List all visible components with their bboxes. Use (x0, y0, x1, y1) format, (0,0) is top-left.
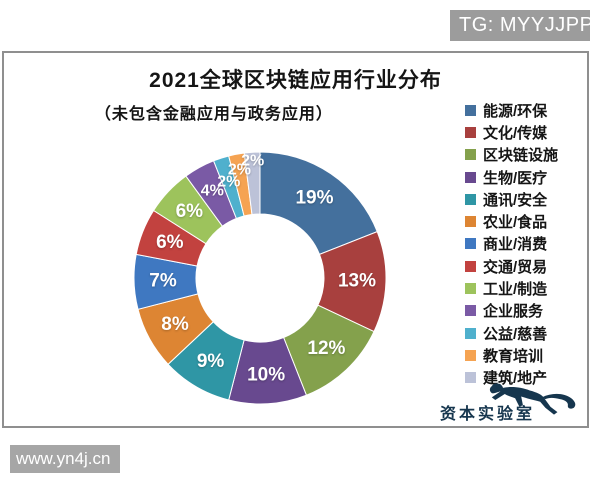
slice-label: 2% (228, 161, 251, 178)
legend-item: 商业/消费 (465, 233, 589, 255)
legend-item: 能源/环保 (465, 99, 589, 121)
legend-label: 农业/食品 (483, 214, 548, 232)
legend-swatch (465, 126, 476, 138)
legend-swatch (465, 216, 476, 228)
legend-swatch (465, 104, 476, 116)
legend-swatch (465, 305, 476, 317)
legend-label: 工业/制造 (483, 281, 548, 299)
legend-label: 公益/慈善 (483, 325, 548, 343)
legend-swatch (465, 260, 476, 272)
legend-swatch (465, 149, 476, 161)
slice-label: 2% (241, 153, 264, 170)
donut-chart: 19%13%12%10%9%8%7%6%6%4%2%2%2% (133, 151, 387, 405)
legend-item: 公益/慈善 (465, 322, 589, 344)
legend-label: 能源/环保 (483, 102, 548, 120)
slice-label: 7% (149, 271, 177, 292)
slice-label: 12% (307, 338, 345, 359)
legend-swatch (465, 193, 476, 205)
slice-label: 6% (156, 232, 184, 253)
brand-logo-text: 资本实验室 (440, 406, 536, 423)
legend-swatch (465, 349, 476, 361)
legend-item: 工业/制造 (465, 277, 589, 299)
slice-label: 10% (247, 364, 285, 385)
legend-label: 生物/医疗 (483, 169, 548, 187)
legend-label: 教育培训 (483, 347, 544, 365)
legend-swatch (465, 327, 476, 339)
watermark: www.yn4j.cn (10, 445, 120, 473)
slice-label: 19% (295, 187, 333, 208)
slice-label: 4% (201, 183, 224, 200)
slice-label: 6% (176, 201, 204, 222)
legend-item: 通讯/安全 (465, 188, 589, 210)
chart-legend: 能源/环保文化/传媒区块链设施生物/医疗通讯/安全农业/食品商业/消费交通/贸易… (465, 99, 589, 389)
legend-item: 区块链设施 (465, 144, 589, 166)
legend-swatch (465, 372, 476, 384)
chart-subtitle: （未包含金融应用与政务应用） (94, 106, 333, 123)
chart-panel: 2021全球区块链应用行业分布 （未包含金融应用与政务应用） 19% 13% 12%… (2, 51, 589, 428)
donut-slice (243, 151, 261, 216)
legend-swatch (465, 171, 476, 183)
legend-swatch (465, 283, 476, 295)
slice-label: 2% (217, 173, 240, 190)
legend-label: 区块链设施 (483, 147, 559, 165)
legend-label: 交通/贸易 (483, 258, 548, 276)
legend-label: 企业服务 (483, 303, 544, 321)
donut-slice (259, 151, 378, 256)
legend-item: 教育培训 (465, 344, 589, 366)
legend-label: 建筑/地产 (483, 370, 548, 388)
slice-label: 8% (161, 314, 189, 335)
legend-item: 交通/贸易 (465, 255, 589, 277)
legend-label: 商业/消费 (483, 236, 548, 254)
tg-badge: TG: MYYJJPP (450, 10, 590, 41)
chart-title: 2021全球区块链应用行业分布 (149, 69, 442, 92)
legend-item: 文化/传媒 (465, 121, 589, 143)
legend-label: 通讯/安全 (483, 191, 548, 209)
slice-label: 13% (338, 271, 376, 292)
panther-logo-icon (489, 383, 576, 415)
legend-item: 企业服务 (465, 300, 589, 322)
slice-label: 9% (197, 351, 225, 372)
legend-label: 文化/传媒 (483, 124, 548, 142)
legend-swatch (465, 238, 476, 250)
brand-logo: 资本实验室 (436, 381, 590, 427)
legend-item: 建筑/地产 (465, 367, 589, 389)
legend-item: 生物/医疗 (465, 166, 589, 188)
legend-item: 农业/食品 (465, 210, 589, 232)
